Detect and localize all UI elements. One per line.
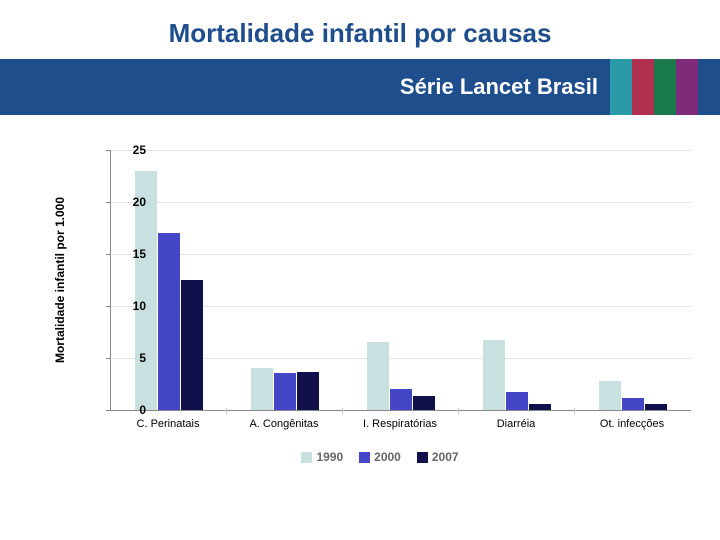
- y-tick: 5: [110, 351, 146, 365]
- legend-swatch: [301, 452, 312, 463]
- y-tick: 20: [110, 195, 146, 209]
- y-tick: 15: [110, 247, 146, 261]
- x-label: C. Perinatais: [137, 418, 200, 430]
- page-title: Mortalidade infantil por causas: [0, 0, 720, 59]
- banner-stripe: [676, 59, 698, 115]
- bar: [158, 233, 180, 410]
- legend-swatch: [417, 452, 428, 463]
- y-tick: 10: [110, 299, 146, 313]
- x-label: Ot. infecções: [600, 418, 664, 430]
- bar: [645, 404, 667, 410]
- bar: [599, 381, 621, 410]
- bar-group: [367, 342, 435, 410]
- bar: [483, 340, 505, 410]
- bar-group: [483, 340, 551, 410]
- bar: [413, 396, 435, 410]
- bar: [367, 342, 389, 410]
- banner: Série Lancet Brasil: [0, 59, 720, 115]
- plot-area: [110, 150, 691, 411]
- legend-item: 2000: [359, 450, 401, 464]
- legend-item: 2007: [417, 450, 459, 464]
- legend-label: 2007: [432, 450, 459, 464]
- banner-stripe: [632, 59, 654, 115]
- legend-label: 1990: [316, 450, 343, 464]
- bar: [181, 280, 203, 410]
- legend: 1990 2000 2007: [70, 450, 690, 466]
- bar-group: [251, 368, 319, 410]
- banner-stripe: [654, 59, 676, 115]
- bar: [390, 389, 412, 410]
- x-label: Diarréia: [497, 418, 536, 430]
- chart: Mortalidade infantil por 1.000 199020002…: [70, 150, 690, 460]
- y-tick: 25: [110, 143, 146, 157]
- legend-label: 2000: [374, 450, 401, 464]
- bar: [622, 398, 644, 410]
- banner-label: Série Lancet Brasil: [400, 59, 598, 115]
- legend-swatch: [359, 452, 370, 463]
- y-axis-label: Mortalidade infantil por 1.000: [53, 197, 67, 363]
- y-tick: 0: [110, 403, 146, 417]
- x-label: I. Respiratórias: [363, 418, 437, 430]
- banner-stripes: [610, 59, 698, 115]
- bar-group: [599, 381, 667, 410]
- bar: [297, 372, 319, 410]
- banner-stripe: [610, 59, 632, 115]
- legend-item: 1990: [301, 450, 343, 464]
- bar: [274, 373, 296, 410]
- x-label: A. Congênitas: [249, 418, 318, 430]
- bar: [251, 368, 273, 410]
- bar: [529, 404, 551, 410]
- bar: [506, 392, 528, 410]
